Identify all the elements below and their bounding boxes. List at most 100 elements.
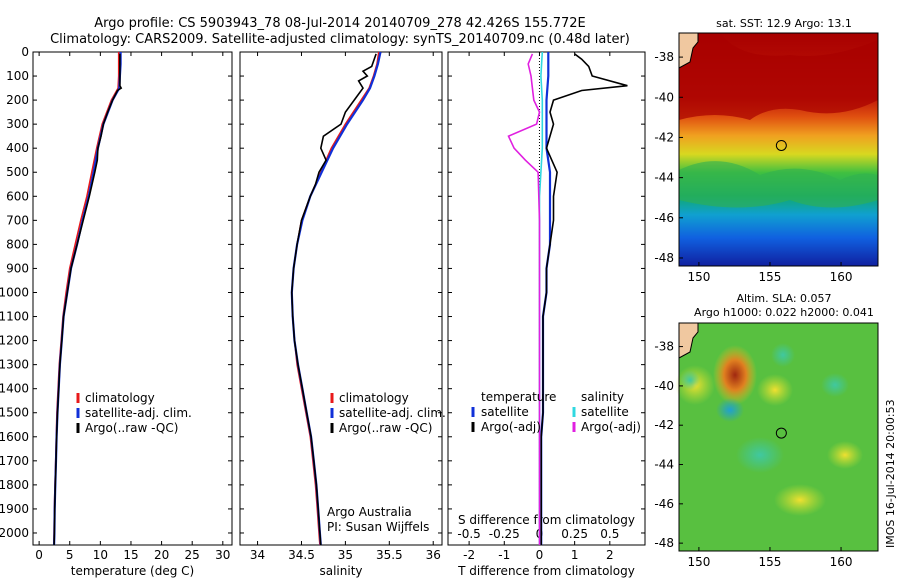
s-diff-tick-label: 0.25: [561, 527, 588, 541]
sla-map: Altim. SLA: 0.057 Argo h1000: 0.022 h200…: [654, 292, 879, 569]
figure-title-line1: Argo profile: CS 5903943_78 08-Jul-2014 …: [94, 16, 585, 31]
depth-tick-label: 700: [6, 213, 29, 227]
imos-timestamp: IMOS 16-Jul-2014 20:00:53: [884, 399, 897, 548]
series-salinity-argo-raw-qc-: [290, 53, 377, 546]
sst-x-ticks: 150 155 160: [687, 262, 852, 284]
legend-label-temperature: climatology: [85, 391, 155, 405]
s-diff-tick-label: -0.25: [489, 527, 520, 541]
difference-panel: -2 -1 0 1 2 T difference from climatology -0.5…: [447, 51, 646, 578]
salinity-x-tick-label: 34.5: [288, 548, 315, 562]
depth-tick-label: 1000: [0, 285, 29, 299]
sla-lat-tick-label: -42: [654, 418, 674, 432]
sla-high-anomaly: [713, 345, 757, 405]
salinity-x-tick-label: 36: [426, 548, 441, 562]
sla-lon-tick-label: 155: [759, 555, 782, 569]
sla-map-title2: Argo h1000: 0.022 h2000: 0.041: [694, 306, 874, 319]
difference-x-tick-label: 2: [606, 548, 614, 562]
legend-salinity-title: salinity: [581, 390, 624, 404]
depth-tick-label: 1500: [0, 406, 29, 420]
difference-x-axis-label: T difference from climatology: [457, 564, 635, 578]
sla-high-anomaly-4: [774, 484, 826, 516]
temperature-x-tick-label: 15: [123, 548, 138, 562]
temperature-x-axis-label: temperature (deg C): [71, 564, 194, 578]
salinity-x-axis-label: salinity: [319, 564, 362, 578]
salinity-annotation: Argo Australia: [327, 505, 412, 519]
depth-tick-label: 500: [6, 165, 29, 179]
depth-tick-label: 200: [6, 93, 29, 107]
salinity-x-tick-label: 35.5: [376, 548, 403, 562]
salinity-annotation: PI: Susan Wijffels: [327, 520, 429, 534]
sst-warm-region: [679, 33, 878, 120]
depth-tick-label: 800: [6, 237, 29, 251]
legend-temperature-label: Argo(-adj): [481, 420, 541, 434]
sst-map-title: sat. SST: 12.9 Argo: 13.1: [716, 17, 852, 30]
sla-lon-tick-label: 160: [830, 555, 853, 569]
depth-tick-label: 2000: [0, 526, 29, 540]
sla-lat-tick-label: -46: [654, 497, 674, 511]
depth-tick-label: 1100: [0, 310, 29, 324]
salinity-x-tick-label: 35: [338, 548, 353, 562]
sla-y-ticks: -38 -40 -42 -44 -46 -48: [654, 340, 683, 550]
temperature-axes-frame: [32, 51, 233, 546]
sla-low-anomaly-4: [821, 373, 849, 397]
sla-lon-tick-label: 150: [687, 555, 710, 569]
difference-x-tick-label: -2: [463, 548, 475, 562]
temperature-x-tick-label: 0: [35, 548, 43, 562]
difference-x-tick-label: -1: [498, 548, 510, 562]
sla-high-anomaly-5: [827, 441, 863, 469]
depth-tick-label: 100: [6, 69, 29, 83]
sla-lat-tick-label: -44: [654, 458, 674, 472]
figure-title-line2: Climatology: CARS2009. Satellite-adjuste…: [50, 32, 630, 47]
sst-map-frame: [678, 32, 879, 267]
difference-x-tick-label: 1: [571, 548, 579, 562]
sla-high-anomaly-2: [757, 374, 793, 406]
sla-lat-tick-label: -40: [654, 379, 674, 393]
sst-map: sat. SST: 12.9 Argo: 13.1 -38 -40 -42 -44 -4…: [654, 17, 879, 284]
depth-tick-label: 1400: [0, 382, 29, 396]
sla-lat-tick-label: -38: [654, 340, 674, 354]
depth-tick-label: 900: [6, 261, 29, 275]
sla-low-anomaly-2: [771, 343, 795, 367]
temperature-x-tick-label: 5: [66, 548, 74, 562]
s-diff-tick-label: 0.5: [600, 527, 619, 541]
sla-float-marker: [775, 427, 787, 439]
depth-tick-label: 1800: [0, 478, 29, 492]
legend-temperature-title: temperature: [481, 390, 556, 404]
sst-front: [679, 161, 878, 208]
sst-float-marker: [775, 139, 787, 151]
temperature-panel: 0100200300400500600700800900100011001200…: [0, 45, 233, 578]
depth-tick-label: 1300: [0, 358, 29, 372]
sst-lat-tick-label: -48: [654, 251, 674, 265]
legend-label-temperature: satellite-adj. clim.: [85, 406, 192, 420]
depth-tick-label: 400: [6, 141, 29, 155]
sst-lat-tick-label: -40: [654, 90, 674, 104]
salinity-x-tick-label: 34: [250, 548, 265, 562]
depth-tick-label: 1700: [0, 454, 29, 468]
sst-y-ticks: -38 -40 -42 -44 -46 -48: [654, 50, 683, 265]
series-t-argo-adj-: [540, 53, 628, 545]
depth-tick-label: 300: [6, 117, 29, 131]
series-temperature-argo-raw-qc-: [53, 53, 123, 546]
legend-label-temperature: Argo(..raw -QC): [85, 421, 178, 435]
sst-lat-tick-label: -44: [654, 171, 674, 185]
salinity-axes-frame: [239, 51, 443, 546]
sla-lat-tick-label: -48: [654, 536, 674, 550]
temperature-x-tick-label: 20: [154, 548, 169, 562]
legend-temperature-label: satellite: [481, 405, 529, 419]
sst-lat-tick-label: -46: [654, 211, 674, 225]
salinity-panel: 34 34.5 35 35.5 36 salinity climatologysatelli…: [239, 51, 446, 578]
sla-low-anomaly: [716, 398, 744, 422]
legend-salinity-label: satellite: [581, 405, 629, 419]
sla-low-anomaly-5: [736, 437, 784, 473]
sla-x-ticks: 150 155 160: [687, 547, 852, 569]
sst-lat-tick-label: -38: [654, 50, 674, 64]
depth-tick-label: 600: [6, 189, 29, 203]
temperature-x-tick-label: 25: [185, 548, 200, 562]
difference-x-tick-label: 0: [536, 548, 544, 562]
depth-tick-label: 1600: [0, 430, 29, 444]
sst-lon-tick-label: 155: [759, 270, 782, 284]
legend-salinity-label: Argo(-adj): [581, 420, 641, 434]
sla-low-anomaly-3: [680, 370, 700, 390]
sla-map-title1: Altim. SLA: 0.057: [736, 292, 831, 305]
